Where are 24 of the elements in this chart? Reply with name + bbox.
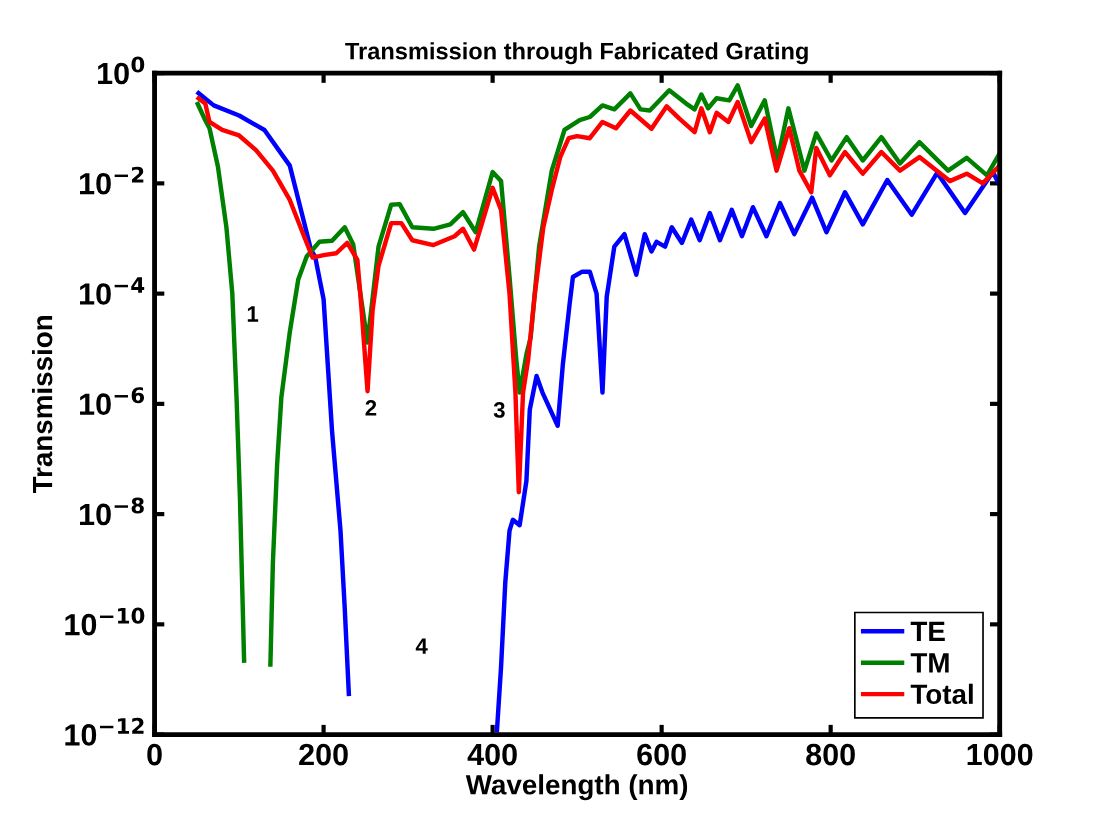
annotation: 4 bbox=[415, 638, 428, 654]
y-tick-label: 10$^{−10}$ bbox=[65, 607, 145, 636]
legend-label: Total bbox=[910, 683, 973, 705]
legend-label: TE bbox=[910, 621, 945, 641]
x-tick-label: 0 bbox=[147, 743, 162, 766]
x-axis-title: Wavelength (nm) bbox=[465, 774, 688, 801]
legend-label: TM bbox=[910, 653, 949, 673]
annotation: 2 bbox=[365, 400, 377, 416]
annotation: 1 bbox=[247, 306, 259, 322]
x-tick-label: 400 bbox=[467, 743, 517, 766]
x-tick-label: 600 bbox=[637, 743, 686, 766]
annotation: 3 bbox=[493, 402, 505, 418]
y-tick-label: 10$^{−4}$ bbox=[80, 277, 145, 305]
x-tick-label: 200 bbox=[299, 743, 348, 766]
y-tick-label: 10$^{−2}$ bbox=[80, 166, 144, 195]
x-tick-label: 1000 bbox=[967, 743, 1033, 766]
line-series bbox=[194, 94, 1000, 495]
y-tick-label: 10$^{0}$ bbox=[98, 56, 145, 85]
x-tick-label: 800 bbox=[806, 743, 855, 766]
chart-title: Transmission through Fabricated Grating bbox=[345, 42, 808, 65]
y-tick-label: 10$^{−12}$ bbox=[65, 717, 144, 746]
y-axis-title: Transmission bbox=[31, 316, 53, 494]
y-tick-label: 10$^{−6}$ bbox=[80, 387, 145, 415]
y-tick-label: 10$^{−8}$ bbox=[80, 497, 144, 526]
